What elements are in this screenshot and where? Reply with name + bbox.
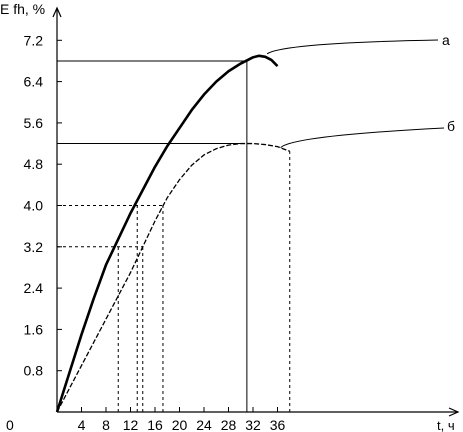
x-tick-label: 36 [270, 417, 286, 432]
x-tick-label: 28 [221, 417, 237, 432]
x-tick-label: 8 [102, 417, 110, 432]
x-tick-label: 16 [147, 417, 163, 432]
x-axis-arrow [448, 407, 460, 417]
series-line-b [56, 142, 290, 413]
leader-line-a [266, 39, 439, 55]
leader-line-b [280, 127, 445, 149]
y-axis-label: E fh, % [0, 1, 45, 17]
x-tick-label: 0 [6, 417, 14, 432]
y-tick-label: 5.6 [24, 115, 44, 131]
reference-lines [57, 60, 291, 412]
x-tick-label: 20 [172, 417, 188, 432]
x-axis-label: t, ч [437, 418, 455, 432]
series-group [55, 39, 445, 413]
x-tick-label: 4 [78, 417, 86, 432]
y-tick-label: 4.8 [24, 156, 44, 172]
y-tick-label: 4.0 [24, 198, 44, 214]
y-axis-arrow [52, 6, 62, 18]
series-line-a [55, 54, 279, 413]
y-tick-label: 0.8 [24, 363, 44, 379]
y-tick-label: 6.4 [24, 74, 44, 90]
x-tick-label: 32 [245, 417, 261, 432]
x-tick-label: 24 [196, 417, 212, 432]
y-tick-label: 1.6 [24, 321, 44, 337]
series-label-a: а [442, 32, 450, 48]
y-tick-label: 7.2 [24, 32, 44, 48]
axes: 0 4 8 12 16 20 24 28 32 36 0.8 1.6 2.4 3.2 4.0 4.8 5.6 6.… [6, 6, 460, 432]
y-tick-label: 3.2 [24, 239, 44, 255]
series-label-b: б [447, 118, 455, 134]
x-tick-label: 12 [123, 417, 139, 432]
y-tick-label: 2.4 [24, 280, 44, 296]
